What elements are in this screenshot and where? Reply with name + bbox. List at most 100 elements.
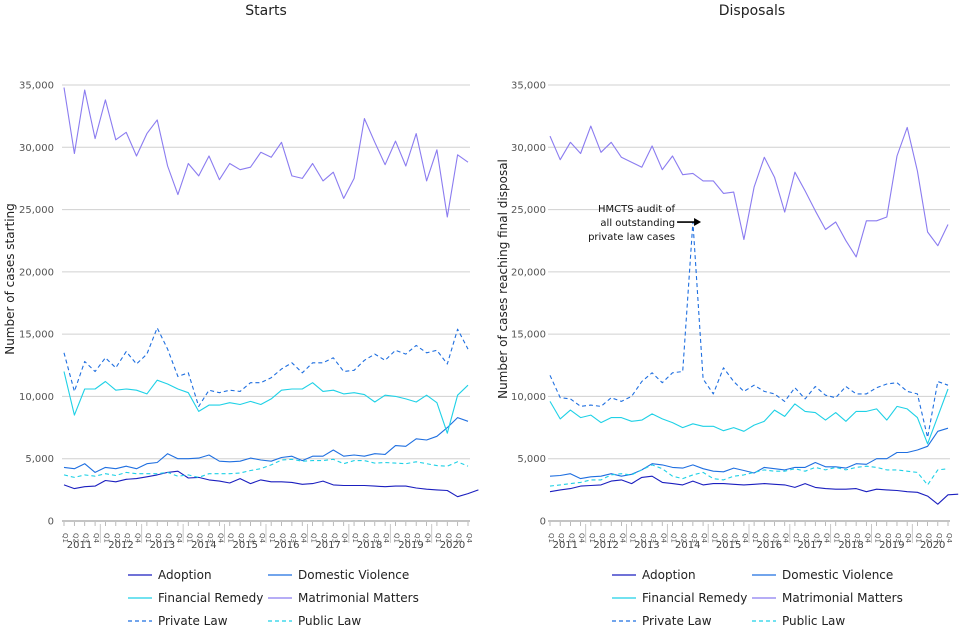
year-label: 2015 — [716, 540, 741, 551]
legend-label: Adoption — [158, 568, 212, 582]
quarter-tick-label: Q4 — [618, 533, 626, 544]
year-label: 2016 — [757, 540, 782, 551]
quarter-tick-label: Q4 — [578, 533, 586, 544]
quarter-tick-label: Q2 — [557, 533, 565, 543]
y-tick-label: 25,000 — [19, 205, 54, 216]
quarter-tick-label: Q3 — [82, 533, 90, 543]
quarter-tick-label: Q1 — [669, 533, 677, 543]
quarter-tick-label: Q4 — [424, 533, 432, 544]
quarter-tick-label: Q3 — [608, 533, 616, 543]
quarter-tick-label: Q4 — [659, 533, 667, 544]
y-axis-label: Number of cases starting — [3, 203, 17, 355]
quarter-tick-label: Q2 — [154, 533, 162, 543]
y-tick-label: 25,000 — [511, 205, 546, 216]
quarter-tick-label: Q3 — [935, 533, 943, 543]
quarter-tick-label: Q1 — [629, 533, 637, 543]
quarter-tick-label: Q1 — [434, 533, 442, 543]
quarter-tick-label: Q4 — [258, 533, 266, 544]
y-axis-label: Number of cases reaching final disposal — [496, 159, 510, 399]
quarter-tick-label: Q2 — [680, 533, 688, 543]
legend-label: Matrimonial Matters — [782, 591, 903, 605]
quarter-tick-label: Q1 — [61, 533, 69, 543]
year-label: 2013 — [150, 540, 175, 551]
quarter-tick-label: Q1 — [102, 533, 110, 543]
year-label: 2018 — [357, 540, 382, 551]
quarter-tick-label: Q3 — [731, 533, 739, 543]
quarter-tick-label: Q4 — [465, 533, 473, 544]
legend-label: Public Law — [782, 614, 845, 628]
legend-label: Domestic Violence — [782, 568, 893, 582]
series-line-domestic-violence — [549, 427, 949, 480]
quarter-tick-label: Q3 — [289, 533, 297, 543]
quarter-tick-label: Q3 — [247, 533, 255, 543]
quarter-tick-label: Q3 — [455, 533, 463, 543]
quarter-tick-label: Q1 — [833, 533, 841, 543]
quarter-tick-label: Q3 — [772, 533, 780, 543]
quarter-tick-label: Q1 — [588, 533, 596, 543]
chart-panel-starts: Starts 0 5,000 10,000 15,000 20,000 25,000 30,0… — [3, 3, 479, 628]
quarter-tick-label: Q1 — [914, 533, 922, 543]
y-tick-label: 0 — [540, 517, 546, 528]
series-line-matrimonial-matters — [63, 87, 469, 218]
legend-label: Financial Remedy — [158, 591, 263, 605]
quarter-tick-label: Q2 — [71, 533, 79, 543]
quarter-tick-label: Q1 — [751, 533, 759, 543]
annotation-arrowhead — [694, 218, 702, 227]
quarter-tick-label: Q3 — [123, 533, 131, 543]
quarter-tick-label: Q3 — [372, 533, 380, 543]
year-label: 2016 — [274, 540, 299, 551]
quarter-tick-label: Q2 — [361, 533, 369, 543]
year-label: 2011 — [67, 540, 92, 551]
quarter-tick-label: Q4 — [134, 533, 142, 544]
quarter-tick-label: Q2 — [802, 533, 810, 543]
year-label: 2012 — [593, 540, 618, 551]
quarter-tick-label: Q3 — [853, 533, 861, 543]
legend-label: Financial Remedy — [642, 591, 747, 605]
quarter-tick-label: Q4 — [700, 533, 708, 544]
year-label: 2012 — [108, 540, 133, 551]
quarter-tick-label: Q2 — [884, 533, 892, 543]
series-line-public-law — [549, 464, 949, 487]
quarter-tick-label: Q4 — [382, 533, 390, 544]
quarter-tick-label: Q4 — [945, 533, 953, 544]
year-label: 2013 — [634, 540, 659, 551]
quarter-tick-label: Q4 — [782, 533, 790, 544]
chart-panel-disposals: Disposals 0 5,000 10,000 15,000 20,000 25,000 3… — [496, 3, 959, 628]
quarter-tick-label: Q1 — [268, 533, 276, 543]
y-tick-label: 35,000 — [19, 81, 54, 92]
y-tick-label: 20,000 — [19, 267, 54, 278]
legend-label: Matrimonial Matters — [298, 591, 419, 605]
year-label: 2011 — [553, 540, 578, 551]
quarter-tick-label: Q2 — [279, 533, 287, 543]
y-tick-label: 0 — [48, 517, 54, 528]
series-line-financial-remedy — [63, 371, 469, 434]
annotation-text: all outstanding — [600, 218, 675, 229]
quarter-tick-label: Q1 — [874, 533, 882, 543]
series-line-adoption — [63, 470, 479, 498]
quarter-tick-label: Q3 — [894, 533, 902, 543]
year-label: 2018 — [838, 540, 863, 551]
quarter-tick-label: Q4 — [741, 533, 749, 544]
quarter-tick-label: Q2 — [113, 533, 121, 543]
quarter-tick-label: Q4 — [299, 533, 307, 544]
y-tick-label: 20,000 — [511, 267, 546, 278]
quarter-tick-label: Q3 — [812, 533, 820, 543]
quarter-tick-label: Q3 — [330, 533, 338, 543]
quarter-tick-label: Q4 — [92, 533, 100, 544]
quarter-tick-label: Q1 — [185, 533, 193, 543]
legend-label: Private Law — [158, 614, 228, 628]
quarter-tick-label: Q2 — [403, 533, 411, 543]
y-tick-label: 5,000 — [25, 454, 54, 465]
quarter-tick-label: Q2 — [925, 533, 933, 543]
quarter-tick-label: Q3 — [206, 533, 214, 543]
quarter-tick-label: Q4 — [216, 533, 224, 544]
year-label: 2014 — [675, 540, 700, 551]
year-label: 2017 — [315, 540, 340, 551]
y-tick-label: 35,000 — [511, 81, 546, 92]
y-tick-label: 10,000 — [19, 392, 54, 403]
y-tick-label: 15,000 — [19, 330, 54, 341]
quarter-tick-label: Q3 — [649, 533, 657, 543]
y-tick-label: 10,000 — [511, 392, 546, 403]
